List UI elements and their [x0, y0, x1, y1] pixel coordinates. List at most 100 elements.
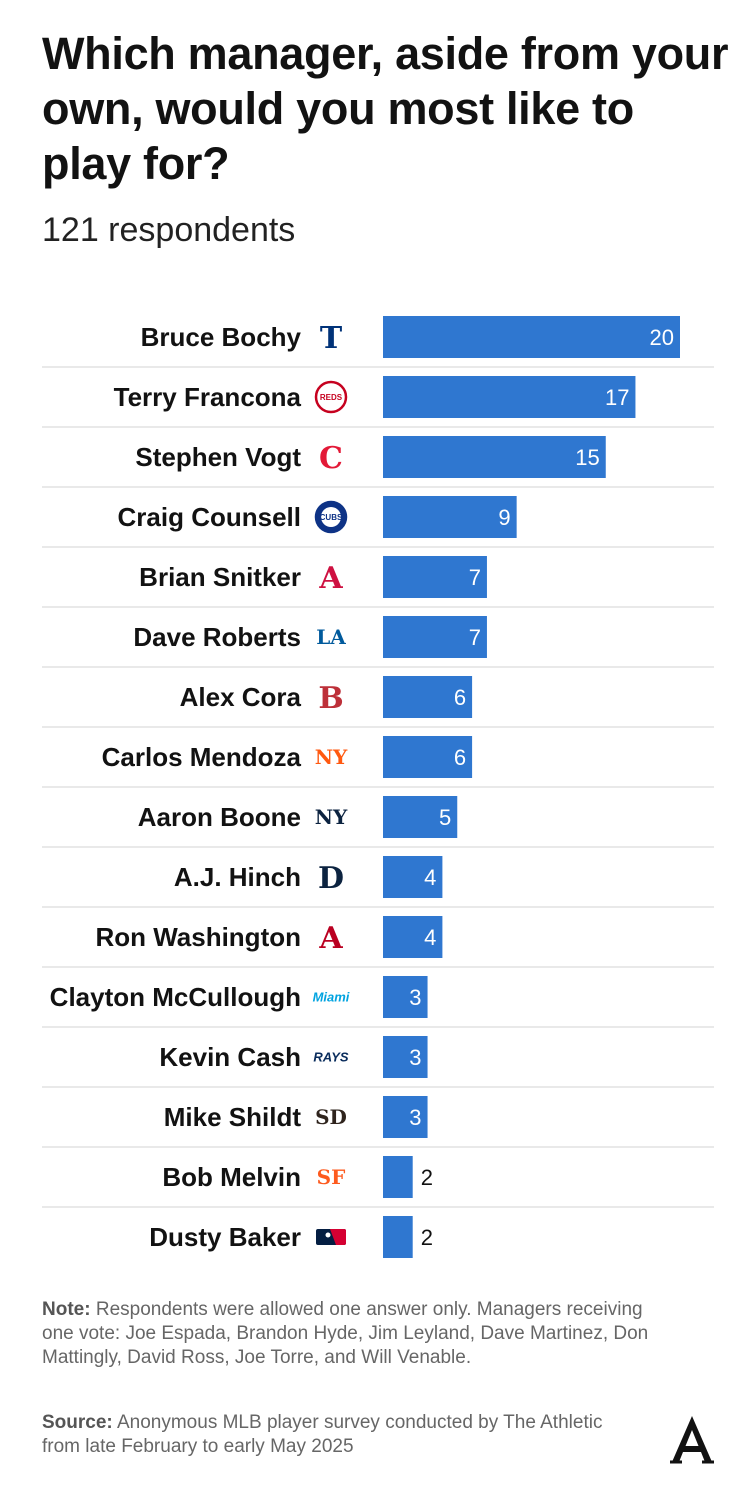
- cubs-logo-icon: CUBS: [314, 500, 348, 534]
- category-label: Mike Shildt: [164, 1102, 302, 1132]
- data-label: 6: [454, 745, 466, 770]
- padres-logo-icon: SD: [315, 1105, 347, 1129]
- bar: [383, 436, 606, 478]
- bar: [383, 556, 487, 598]
- data-label: 2: [421, 1225, 433, 1250]
- bar: [383, 1156, 413, 1198]
- category-label: Ron Washington: [95, 922, 301, 952]
- bar-row-ron-washington: Ron Washington A 4: [42, 916, 714, 968]
- chart-title: Which manager, aside from your own, woul…: [42, 28, 729, 189]
- svg-text:A: A: [318, 561, 343, 596]
- reds-logo-icon: REDS: [314, 380, 348, 414]
- category-label: Clayton McCullough: [50, 982, 301, 1012]
- source-text: Anonymous MLB player survey conducted by…: [42, 1412, 603, 1457]
- yankees-logo-icon: NY: [315, 805, 348, 829]
- note-label: Note:: [42, 1299, 91, 1320]
- svg-text:A: A: [318, 921, 343, 956]
- svg-text:B: B: [318, 681, 343, 716]
- data-label: 9: [498, 505, 510, 530]
- bar: [383, 316, 680, 358]
- rangers-logo-icon: T: [320, 321, 343, 356]
- svg-text:RAYS: RAYS: [313, 1050, 348, 1065]
- category-label: Aaron Boone: [138, 802, 301, 832]
- chart-note: Note: Respondents were allowed one answe…: [42, 1298, 672, 1370]
- bar-row-aaron-boone: Aaron Boone NY 5: [42, 796, 714, 848]
- data-label: 20: [650, 325, 674, 350]
- data-label: 3: [409, 1045, 421, 1070]
- category-label: Bob Melvin: [162, 1162, 301, 1192]
- data-label: 3: [409, 985, 421, 1010]
- bar-row-craig-counsell: Craig Counsell CUBS 9: [42, 496, 714, 548]
- bar: [383, 496, 517, 538]
- chart-subtitle: 121 respondents: [42, 211, 296, 249]
- bar: [383, 676, 473, 718]
- category-label: Alex Cora: [180, 682, 302, 712]
- bar-chart: Bruce Bochy T 20 Terry Francona REDS 17 Stephe…: [42, 316, 714, 1258]
- bar: [383, 1036, 428, 1078]
- bar-row-kevin-cash: Kevin Cash RAYS 3: [42, 1036, 714, 1088]
- svg-text:NY: NY: [315, 745, 348, 769]
- bar: [383, 376, 636, 418]
- svg-text:T: T: [320, 321, 343, 356]
- category-label: Dave Roberts: [133, 622, 301, 652]
- svg-text:Miami: Miami: [313, 990, 350, 1005]
- svg-text:SD: SD: [315, 1105, 347, 1129]
- bar-row-dave-roberts: Dave Roberts LA 7: [42, 616, 714, 668]
- data-label: 7: [469, 565, 481, 590]
- data-label: 17: [605, 385, 629, 410]
- data-label: 15: [575, 445, 599, 470]
- marlins-logo-icon: Miami: [313, 990, 350, 1005]
- svg-text:C: C: [319, 441, 343, 476]
- braves-logo-icon: A: [318, 561, 343, 596]
- category-label: Terry Francona: [114, 382, 302, 412]
- bar: [383, 616, 487, 658]
- rays-logo-icon: RAYS: [313, 1050, 348, 1065]
- bar: [383, 976, 428, 1018]
- bar: [383, 796, 458, 838]
- category-label: Carlos Mendoza: [102, 742, 302, 772]
- guardians-logo-icon: C: [319, 441, 343, 476]
- the-athletic-logo-icon: [670, 1416, 714, 1464]
- data-label: 3: [409, 1105, 421, 1130]
- svg-text:SF: SF: [317, 1165, 346, 1189]
- bar-row-terry-francona: Terry Francona REDS 17: [42, 376, 714, 428]
- category-label: Bruce Bochy: [141, 322, 302, 352]
- chart-source: Source: Anonymous MLB player survey cond…: [42, 1411, 622, 1459]
- category-label: Stephen Vogt: [135, 442, 301, 472]
- bar-row-bruce-bochy: Bruce Bochy T 20: [42, 316, 714, 368]
- data-label: 6: [454, 685, 466, 710]
- mets-logo-icon: NY: [315, 745, 348, 769]
- tigers-logo-icon: D: [318, 861, 344, 896]
- bar-row-carlos-mendoza: Carlos Mendoza NY 6: [42, 736, 714, 788]
- data-label: 4: [424, 865, 436, 890]
- bar-row-mike-shildt: Mike Shildt SD 3: [42, 1096, 714, 1148]
- data-label: 4: [424, 925, 436, 950]
- bar: [383, 736, 473, 778]
- svg-text:REDS: REDS: [320, 393, 343, 402]
- category-label: Kevin Cash: [159, 1042, 301, 1072]
- svg-text:LA: LA: [316, 625, 346, 649]
- category-label: Dusty Baker: [149, 1222, 301, 1252]
- data-label: 2: [421, 1165, 433, 1190]
- bar-row-brian-snitker: Brian Snitker A 7: [42, 556, 714, 608]
- red-sox-logo-icon: B: [318, 681, 343, 716]
- bar-row-clayton-mccullough: Clayton McCullough Miami 3: [42, 976, 714, 1028]
- bar-row-alex-cora: Alex Cora B 6: [42, 676, 714, 728]
- mlb-logo-icon: [316, 1229, 346, 1245]
- data-label: 7: [469, 625, 481, 650]
- bar-row-a-j-hinch: A.J. Hinch D 4: [42, 856, 714, 908]
- bar: [383, 1096, 428, 1138]
- svg-text:NY: NY: [315, 805, 348, 829]
- category-label: A.J. Hinch: [174, 862, 301, 892]
- data-label: 5: [439, 805, 451, 830]
- angels-logo-icon: A: [318, 921, 343, 956]
- category-label: Brian Snitker: [139, 562, 301, 592]
- bar: [383, 1216, 413, 1258]
- dodgers-logo-icon: LA: [316, 625, 346, 649]
- bar-row-bob-melvin: Bob Melvin SF 2: [42, 1156, 714, 1208]
- bar: [383, 856, 443, 898]
- bar-row-dusty-baker: Dusty Baker 2: [149, 1216, 433, 1258]
- bar-row-stephen-vogt: Stephen Vogt C 15: [42, 436, 714, 488]
- svg-text:CUBS: CUBS: [320, 513, 343, 522]
- svg-text:D: D: [318, 861, 344, 896]
